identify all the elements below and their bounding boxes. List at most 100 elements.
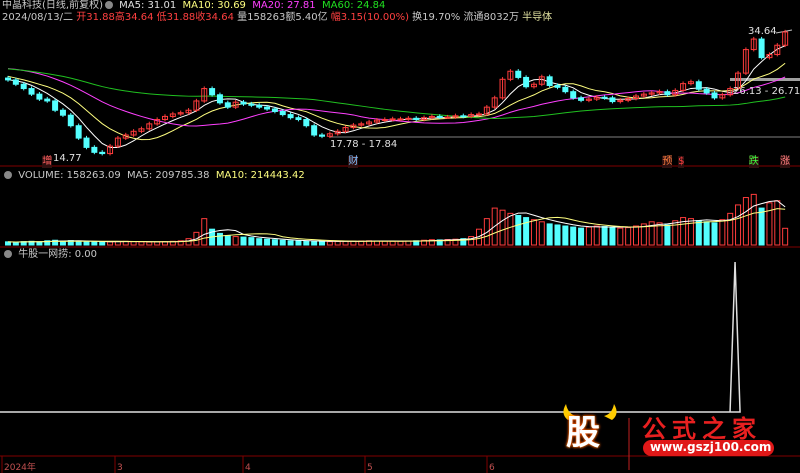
volume-bar xyxy=(193,231,200,246)
candle-down xyxy=(67,114,74,127)
volume-bar xyxy=(224,235,231,246)
volume-bar xyxy=(232,236,239,246)
candle-down xyxy=(562,86,569,93)
volume-bar xyxy=(154,241,161,246)
candle-up xyxy=(452,115,459,118)
range-annotation-2: 26.13 - 26.71 xyxy=(733,86,800,97)
volume-bar xyxy=(758,207,765,246)
candle-up xyxy=(648,92,655,95)
candle-up xyxy=(774,44,781,56)
candle-up xyxy=(397,118,404,121)
volume-bar xyxy=(295,240,302,246)
candle-down xyxy=(570,91,577,99)
candle-down xyxy=(319,134,325,137)
candle-down xyxy=(224,102,231,108)
volume-bar xyxy=(750,193,757,246)
volume-bar xyxy=(138,241,145,246)
volume-bar xyxy=(287,240,294,246)
volume-bar xyxy=(593,225,600,246)
candle-up xyxy=(232,101,239,108)
candle-down xyxy=(578,97,585,101)
candle-up xyxy=(342,127,349,132)
candle-down xyxy=(12,79,19,85)
volume-bar xyxy=(52,239,59,246)
event-marker[interactable]: $ xyxy=(678,156,685,168)
candle-down xyxy=(75,125,82,139)
candle-up xyxy=(640,93,647,97)
candle-up xyxy=(530,83,537,88)
volume-bar xyxy=(107,241,114,246)
indicator-value-line xyxy=(0,261,741,413)
volume-bar xyxy=(177,240,184,246)
candle-down xyxy=(664,91,671,96)
volume-bar xyxy=(507,212,514,246)
logo-glyph: 股 xyxy=(566,413,600,453)
candle-up xyxy=(766,54,773,59)
ma20-label: MA20: 27.81 xyxy=(252,0,316,11)
volume-bar xyxy=(271,239,278,246)
volume-bar xyxy=(523,217,530,246)
candle-up xyxy=(742,49,749,74)
candle-up xyxy=(428,115,435,119)
volume-bar xyxy=(468,236,475,246)
volume-bar xyxy=(633,225,639,246)
volume-bar xyxy=(625,227,632,246)
horn-right-icon xyxy=(604,404,617,420)
candle-down xyxy=(703,88,710,94)
candle-up xyxy=(491,97,498,108)
candle-up xyxy=(633,95,639,99)
candle-down xyxy=(515,70,522,78)
volume-bar xyxy=(680,217,687,246)
collapse-icon[interactable] xyxy=(4,250,12,258)
candle-up xyxy=(130,130,137,136)
collapse-icon[interactable] xyxy=(4,171,12,179)
volume-bar xyxy=(36,241,43,246)
range-annotation-1: 17.78 - 17.84 xyxy=(330,139,398,150)
candle-down xyxy=(695,81,702,90)
volume-bar xyxy=(460,238,467,246)
candle-up xyxy=(389,118,396,121)
volume-bar xyxy=(766,202,773,246)
candle-up xyxy=(201,88,208,102)
date-axis: 2024年 3 4 5 6 xyxy=(1,456,495,473)
ma5-label: MA5: 31.01 xyxy=(119,0,177,11)
volume-bar xyxy=(397,240,404,246)
candle-down xyxy=(52,100,59,111)
event-marker[interactable]: 增 xyxy=(42,156,53,168)
url-pill xyxy=(643,440,774,456)
volume-bar xyxy=(428,239,435,246)
event-marker[interactable]: 涨 xyxy=(780,156,791,168)
indicator-line xyxy=(0,261,741,413)
volume-bar xyxy=(601,226,608,246)
volume-bar xyxy=(648,221,655,246)
candle-up xyxy=(381,119,388,122)
candle-up xyxy=(672,89,679,96)
candle-down xyxy=(83,137,90,148)
range-bar xyxy=(730,78,800,81)
volume-bar xyxy=(452,238,459,246)
event-marker[interactable]: 财 xyxy=(348,156,359,168)
candle-up xyxy=(538,76,545,85)
candle-up xyxy=(625,97,632,101)
candle-down xyxy=(44,98,51,102)
volume-bar xyxy=(585,226,592,246)
candle-up xyxy=(421,117,428,121)
volume-bar xyxy=(782,227,789,246)
event-marker[interactable]: 跌 xyxy=(748,156,759,168)
volume-bar xyxy=(609,226,616,246)
volume-bar xyxy=(703,221,710,246)
candle-down xyxy=(523,76,530,88)
volume-bar xyxy=(91,241,98,246)
collapse-icon[interactable] xyxy=(104,1,113,9)
logo xyxy=(563,404,774,470)
event-marker[interactable]: 预 xyxy=(662,156,673,168)
candle-down xyxy=(36,93,43,100)
candle-down xyxy=(59,109,66,116)
candle-up xyxy=(617,99,624,103)
candle-up xyxy=(154,119,161,125)
candle-up xyxy=(476,113,482,116)
candle-up xyxy=(162,115,168,121)
moving-average-lines xyxy=(7,45,786,149)
volume-bar xyxy=(578,227,585,246)
